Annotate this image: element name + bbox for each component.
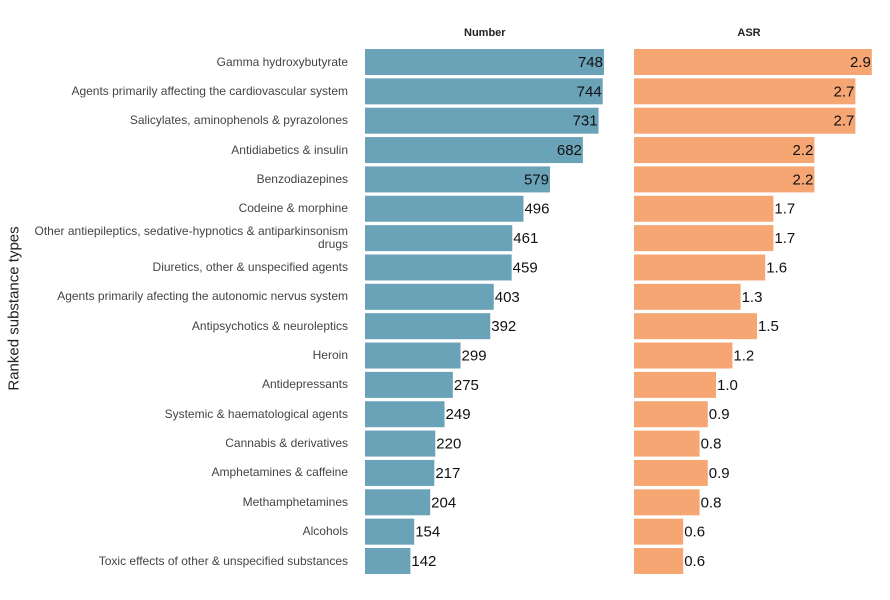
value-label: 2.7 bbox=[834, 83, 855, 100]
value-label: 249 bbox=[446, 406, 471, 423]
bar bbox=[365, 459, 435, 486]
value-label: 2.7 bbox=[834, 113, 855, 130]
panel-title: ASR bbox=[737, 27, 760, 39]
category-label: Methamphetamines bbox=[242, 494, 348, 509]
bar bbox=[634, 313, 757, 340]
value-label: 2.2 bbox=[793, 142, 814, 159]
value-label: 748 bbox=[578, 54, 603, 71]
bar bbox=[634, 518, 684, 545]
value-label: 461 bbox=[513, 230, 538, 247]
value-label: 217 bbox=[435, 465, 460, 482]
value-label: 154 bbox=[415, 524, 440, 541]
category-label: Antidepressants bbox=[261, 377, 348, 392]
value-label: 2.9 bbox=[850, 54, 871, 71]
value-label: 392 bbox=[491, 318, 516, 335]
value-label: 2.2 bbox=[793, 171, 814, 188]
category-label: Alcohols bbox=[302, 524, 348, 539]
value-label: 204 bbox=[431, 494, 456, 511]
value-label: 299 bbox=[462, 347, 487, 364]
bar bbox=[634, 342, 733, 369]
value-label: 1.0 bbox=[717, 377, 738, 394]
category-label: Benzodiazepines bbox=[256, 171, 348, 186]
bar bbox=[365, 313, 491, 340]
value-label: 731 bbox=[573, 113, 598, 130]
value-label: 459 bbox=[513, 259, 538, 276]
bar bbox=[634, 401, 708, 428]
panel-title: Number bbox=[464, 27, 506, 39]
value-label: 275 bbox=[454, 377, 479, 394]
bar bbox=[634, 107, 856, 134]
category-label: Heroin bbox=[312, 348, 348, 363]
bar bbox=[365, 283, 494, 310]
bar bbox=[634, 78, 856, 105]
bar bbox=[634, 430, 700, 457]
bar bbox=[365, 342, 461, 369]
category-label: Gamma hydroxybutyrate bbox=[216, 54, 348, 69]
bar bbox=[634, 225, 774, 252]
category-label: Codeine & morphine bbox=[238, 201, 348, 216]
bar bbox=[365, 371, 453, 398]
value-label: 1.6 bbox=[766, 259, 787, 276]
bar bbox=[634, 548, 684, 574]
value-label: 1.3 bbox=[742, 289, 763, 306]
value-label: 220 bbox=[436, 436, 461, 453]
bar bbox=[634, 371, 716, 398]
value-label: 0.9 bbox=[709, 406, 730, 423]
value-label: 1.2 bbox=[733, 347, 754, 364]
bar bbox=[365, 137, 583, 164]
category-label: Other antiepileptics, sedative-hypnotics… bbox=[34, 224, 349, 252]
category-label: Agents primarily affecting the cardiovas… bbox=[71, 83, 348, 98]
bar bbox=[634, 137, 815, 164]
value-label: 0.6 bbox=[684, 553, 705, 570]
bar bbox=[365, 78, 603, 105]
value-label: 403 bbox=[495, 289, 520, 306]
category-label: Amphetamines & caffeine bbox=[211, 465, 348, 480]
category-label: Cannabis & derivatives bbox=[225, 436, 348, 451]
category-label: Salicylates, aminophenols & pyrazolones bbox=[129, 113, 348, 128]
bar bbox=[634, 254, 766, 281]
bar bbox=[365, 548, 411, 574]
bar bbox=[634, 283, 741, 310]
category-label: Agents primarily afecting the autonomic … bbox=[57, 289, 348, 304]
value-label: 682 bbox=[557, 142, 582, 159]
bar bbox=[634, 459, 708, 486]
bar bbox=[634, 195, 774, 222]
category-label: Antipsychotics & neuroleptics bbox=[191, 318, 348, 333]
value-label: 1.5 bbox=[758, 318, 779, 335]
value-label: 0.6 bbox=[684, 524, 705, 541]
bar bbox=[365, 166, 550, 193]
bar bbox=[365, 489, 431, 516]
bar bbox=[365, 430, 436, 457]
category-label: Diuretics, other & unspecified agents bbox=[152, 259, 348, 274]
bar bbox=[365, 254, 512, 281]
bar bbox=[634, 49, 872, 75]
bar bbox=[365, 225, 513, 252]
bar bbox=[365, 107, 599, 134]
value-label: 579 bbox=[524, 171, 549, 188]
value-label: 0.8 bbox=[701, 436, 722, 453]
value-label: 744 bbox=[577, 83, 602, 100]
bar bbox=[365, 49, 604, 75]
value-label: 1.7 bbox=[774, 201, 795, 218]
bar bbox=[365, 401, 445, 428]
value-label: 142 bbox=[411, 553, 436, 570]
category-label: Toxic effects of other & unspecified sub… bbox=[98, 553, 348, 568]
value-label: 1.7 bbox=[774, 230, 795, 247]
category-label: Antidiabetics & insulin bbox=[231, 142, 348, 157]
category-label: Systemic & haematological agents bbox=[164, 406, 348, 421]
bar bbox=[634, 166, 815, 193]
value-label: 0.8 bbox=[701, 494, 722, 511]
bar bbox=[365, 195, 524, 222]
value-label: 496 bbox=[524, 201, 549, 218]
bar bbox=[365, 518, 415, 545]
bar bbox=[634, 489, 700, 516]
value-label: 0.9 bbox=[709, 465, 730, 482]
